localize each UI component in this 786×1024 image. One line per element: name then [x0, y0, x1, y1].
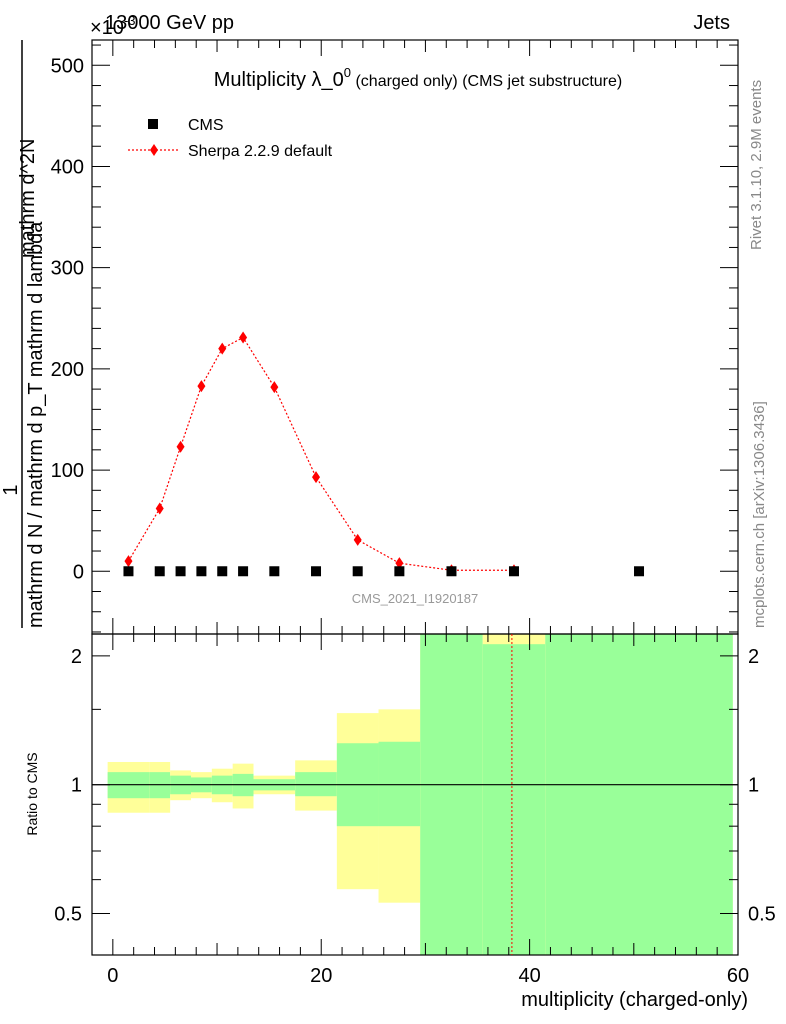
cms-point [394, 566, 405, 577]
header-beam-label: 13000 GeV pp [105, 12, 234, 34]
cms-point [196, 566, 207, 577]
legend-cms-marker [148, 119, 158, 129]
main-y-tick-label: 0 [73, 561, 84, 583]
y-label-factor: 1 [0, 484, 22, 495]
sherpa-point [155, 502, 164, 515]
main-y-tick-label: 200 [51, 359, 84, 381]
cms-point [269, 566, 280, 577]
ratio-y-tick-label: 1 [71, 775, 82, 797]
sherpa-point [218, 342, 227, 355]
sherpa-point [197, 380, 206, 393]
main-y-tick-label: 300 [51, 258, 84, 280]
legend: CMS Sherpa 2.2.9 default [128, 117, 333, 160]
ratio-panel-frame [91, 633, 739, 956]
ratio-y-tick-label: 0.5 [54, 904, 82, 926]
chart-title: Multiplicity λ_00 (charged only) (CMS je… [214, 65, 622, 91]
ratio-green-band [482, 644, 546, 955]
analysis-watermark: CMS_2021_I1920187 [352, 591, 479, 606]
ratio-y-tick-label-right: 1 [748, 775, 759, 797]
cms-point [508, 566, 519, 577]
legend-cms-label: CMS [188, 117, 224, 134]
ratio-y-tick-label: 2 [71, 646, 82, 668]
cms-point [634, 566, 645, 577]
ratio-y-axis-label: Ratio to CMS [24, 752, 40, 835]
sherpa-point [124, 555, 133, 568]
cms-point [446, 566, 457, 577]
sherpa-line [127, 336, 514, 571]
ratio-y-tick-label-right: 0.5 [748, 904, 776, 926]
sherpa-point [395, 557, 404, 570]
cms-point [123, 566, 134, 577]
y-label-numerator: mathrm d^2N [17, 139, 39, 258]
x-tick-label: 40 [518, 965, 540, 987]
main-y-tick-label: 400 [51, 156, 84, 178]
cms-point [352, 566, 363, 577]
cms-point [175, 566, 186, 577]
x-tick-label: 60 [727, 965, 749, 987]
ratio-uncertainty-bands [107, 634, 733, 955]
legend-sherpa-label: Sherpa 2.2.9 default [188, 143, 333, 160]
y-exponent-label: ×10-3 [90, 13, 136, 39]
rivet-version-label: Rivet 3.1.10, 2.9M events [748, 80, 765, 250]
main-y-tick-label: 100 [51, 460, 84, 482]
legend-sherpa-marker [150, 144, 158, 156]
x-axis-label: multiplicity (charged-only) [521, 989, 748, 1011]
cms-point [311, 566, 322, 577]
ratio-green-band [378, 741, 421, 827]
cms-point [154, 566, 165, 577]
header-process-label: Jets [693, 12, 730, 34]
sherpa-point [270, 381, 279, 394]
main-panel-marks [123, 331, 645, 577]
x-tick-label: 20 [310, 965, 332, 987]
cms-point [238, 566, 249, 577]
main-y-tick-label: 500 [51, 55, 84, 77]
sherpa-point [353, 533, 362, 546]
ratio-panel-axes: 0 20 40 60 0.5 0.5 1 1 2 2 [54, 633, 776, 987]
mcplots-label: mcplots.cern.ch [arXiv:1306.3436] [751, 401, 768, 628]
main-panel-axes: 0 100 200 300 400 500 [51, 39, 739, 635]
x-tick-label: 0 [107, 965, 118, 987]
ratio-green-band [545, 634, 733, 955]
sherpa-point [176, 440, 185, 453]
ratio-green-band [420, 634, 483, 955]
sherpa-point [239, 331, 248, 344]
main-y-axis-label: 1 mathrm d N / mathrm d p_T mathrm d lam… [0, 40, 47, 628]
ratio-y-tick-label-right: 2 [748, 646, 759, 668]
y-label-denominator: mathrm d N / mathrm d p_T mathrm d lambd… [25, 221, 47, 628]
cms-point [217, 566, 228, 577]
sherpa-point [312, 471, 321, 484]
